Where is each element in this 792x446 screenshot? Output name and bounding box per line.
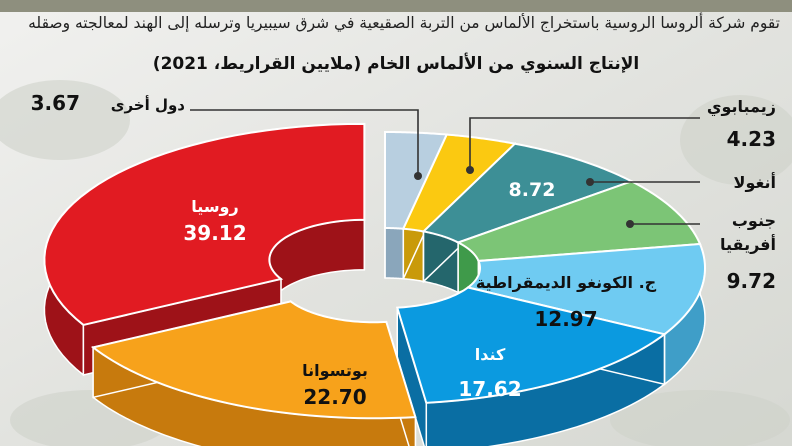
value-canada: 17.62 — [458, 377, 521, 401]
label-botswana: بوتسوانا — [302, 361, 368, 380]
callouts: زيمبابوي 4.23 أنغولا جنوب أفريقيا 9.72 دول أخر… — [31, 91, 776, 293]
label-angola: أنغولا — [734, 172, 776, 192]
label-south-africa-line1: جنوب — [732, 211, 776, 230]
chart-title: الإنتاج السنوي من الألماس الخام (ملايين … — [152, 54, 640, 74]
label-others: دول أخرى — [111, 95, 186, 114]
value-others: 3.67 — [31, 91, 80, 115]
slice-canada — [395, 286, 667, 446]
label-south-africa-line2: أفريقيا — [720, 234, 776, 254]
value-angola: 8.72 — [509, 179, 556, 201]
label-russia: روسيا — [191, 197, 238, 216]
intro-text: تقوم شركة ألروسا الروسية باستخراج الألما… — [28, 14, 780, 32]
value-zimbabwe: 4.23 — [727, 127, 776, 151]
label-drc: ج. الكونغو الديمقراطية — [476, 273, 657, 292]
value-drc: 12.97 — [534, 307, 597, 331]
slice-botswana — [90, 299, 417, 446]
label-zimbabwe: زيمبابوي — [707, 97, 776, 117]
label-canada: كندا — [475, 345, 506, 364]
value-botswana: 22.70 — [303, 385, 366, 409]
value-russia: 39.12 — [183, 221, 246, 245]
value-south-africa: 9.72 — [727, 269, 776, 293]
